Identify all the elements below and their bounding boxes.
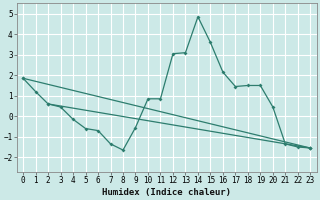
X-axis label: Humidex (Indice chaleur): Humidex (Indice chaleur) (102, 188, 231, 197)
